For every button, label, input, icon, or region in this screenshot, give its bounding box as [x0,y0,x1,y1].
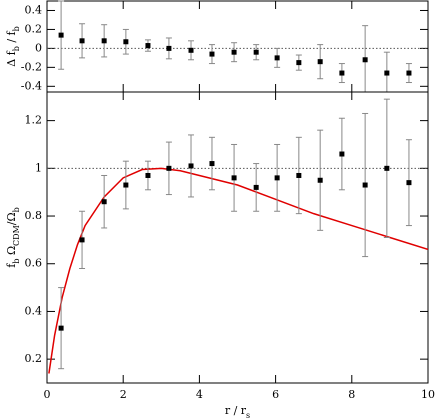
y-axis-label-part: Ω [5,246,18,259]
data-point [384,70,390,76]
plot-frame [46,91,429,384]
y-axis-label-part: CDM [12,225,21,246]
data-point [79,38,85,44]
data-point [209,161,215,167]
data-point [253,184,259,190]
data-point [188,163,194,169]
data-point [317,177,323,183]
data-point [58,32,64,38]
data-point [406,70,412,76]
data-point [362,57,368,63]
data-point [296,60,302,66]
y-tick-label: 0.2 [25,352,43,365]
data-point [166,165,172,171]
y-tick-label: 0.8 [25,209,43,222]
y-axis-label-part: b [12,259,21,264]
y-tick-label: 0 [35,41,42,54]
y-axis-label-part: Δ f [5,50,18,66]
data-point [296,172,302,178]
data-point [253,49,259,55]
data-point [79,237,85,243]
data-point [101,199,107,205]
x-tick-label: 6 [272,388,279,401]
data-point [123,182,129,188]
y-tick-label: 0.4 [25,304,43,317]
model-curve [48,167,428,374]
data-point [145,43,151,49]
x-axis-label-part: s [246,411,250,420]
data-point [166,45,172,51]
data-point [317,59,323,65]
y-axis-label-part: b [12,207,21,212]
y-tick-label: 0.2 [25,22,43,35]
data-point [406,180,412,186]
y-tick-label: -0.4 [21,79,42,92]
data-point [58,325,64,331]
y-axis-label-part: b [12,46,21,51]
y-tick-label: 1 [35,161,42,174]
x-axis-label-part: r / r [225,404,247,417]
x-tick-label: 2 [120,388,127,401]
data-point [145,172,151,178]
y-axis-label: fb ΩCDM/Ωb [5,207,21,268]
y-tick-label: -0.2 [21,60,42,73]
data-point [123,39,129,45]
y-axis-label-part: / f [5,30,18,46]
x-tick-label: 0 [44,388,51,401]
data-point [101,38,107,44]
y-axis-label: Δ fb / fb [5,26,21,67]
x-axis-label: r / rs [225,404,250,420]
x-tick-label: 4 [196,388,203,401]
x-tick-label: 8 [348,388,355,401]
y-axis-label-part: /Ω [5,212,18,225]
data-point [339,70,345,76]
y-axis-label-part: f [5,263,18,268]
data-point [339,151,345,157]
x-tick-label: 10 [421,388,435,401]
y-tick-label: 1.2 [25,114,43,127]
data-point [274,55,280,61]
data-point [231,49,237,55]
y-tick-label: 0.4 [25,3,43,16]
data-point [188,47,194,53]
data-point [384,165,390,171]
data-point [209,51,215,57]
y-axis-label-part: b [12,26,21,31]
data-point [362,182,368,188]
y-tick-label: 0.6 [25,257,43,270]
data-point [231,175,237,181]
data-point [274,175,280,181]
